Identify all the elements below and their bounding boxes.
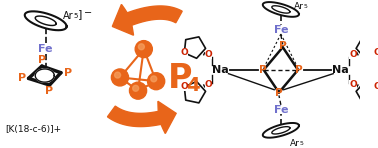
Polygon shape bbox=[272, 6, 290, 13]
Text: O: O bbox=[349, 81, 357, 90]
Text: P: P bbox=[279, 41, 287, 51]
Text: Na: Na bbox=[212, 65, 229, 75]
Circle shape bbox=[115, 72, 121, 78]
Circle shape bbox=[138, 44, 144, 50]
Text: O: O bbox=[373, 48, 378, 57]
Text: O: O bbox=[373, 82, 378, 91]
Text: P: P bbox=[18, 73, 26, 83]
Circle shape bbox=[151, 76, 157, 82]
Text: O: O bbox=[204, 81, 212, 90]
Text: 5: 5 bbox=[304, 4, 308, 9]
Text: P: P bbox=[259, 65, 266, 75]
Text: O: O bbox=[349, 50, 357, 59]
Text: O: O bbox=[204, 50, 212, 59]
Text: O: O bbox=[180, 82, 188, 91]
Text: 5: 5 bbox=[300, 141, 304, 146]
Text: P: P bbox=[38, 56, 46, 65]
Text: −: − bbox=[84, 8, 92, 18]
Polygon shape bbox=[25, 11, 67, 30]
Text: 4: 4 bbox=[186, 76, 199, 95]
Circle shape bbox=[133, 85, 139, 91]
Text: P: P bbox=[45, 86, 54, 96]
Polygon shape bbox=[35, 69, 54, 82]
Text: Ar: Ar bbox=[294, 2, 304, 11]
Polygon shape bbox=[107, 101, 176, 133]
Text: Ar: Ar bbox=[63, 11, 73, 21]
Text: Fe: Fe bbox=[274, 25, 288, 35]
Text: P: P bbox=[64, 68, 72, 78]
Circle shape bbox=[130, 82, 147, 99]
Polygon shape bbox=[263, 123, 299, 138]
Text: [K(18-c-6)]+: [K(18-c-6)]+ bbox=[6, 125, 62, 134]
Text: P: P bbox=[295, 65, 303, 75]
Text: ]: ] bbox=[78, 9, 82, 19]
Polygon shape bbox=[112, 4, 182, 35]
Polygon shape bbox=[272, 127, 290, 134]
Text: O: O bbox=[180, 48, 188, 57]
Text: Fe: Fe bbox=[39, 44, 53, 54]
Text: Na: Na bbox=[333, 65, 349, 75]
Text: Fe: Fe bbox=[274, 104, 288, 115]
Text: Ar: Ar bbox=[290, 139, 300, 148]
Text: P: P bbox=[275, 89, 283, 99]
Polygon shape bbox=[35, 16, 56, 25]
Circle shape bbox=[135, 41, 152, 58]
Text: P: P bbox=[167, 62, 192, 95]
Text: 5: 5 bbox=[73, 13, 78, 19]
Polygon shape bbox=[263, 2, 299, 17]
Circle shape bbox=[147, 73, 165, 90]
Circle shape bbox=[112, 69, 129, 86]
